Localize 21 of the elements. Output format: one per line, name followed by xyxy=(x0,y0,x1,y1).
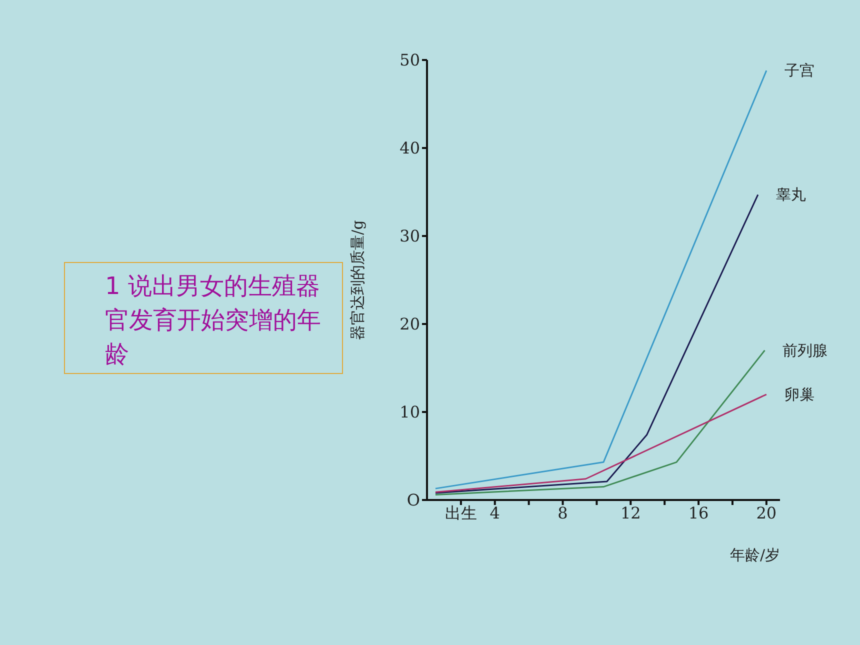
series-label: 睾丸 xyxy=(776,186,806,204)
x-tick-label: 12 xyxy=(620,503,641,522)
y-tick-label: O xyxy=(406,490,420,510)
y-axis-title: 器官达到的质量/g xyxy=(348,220,366,340)
x-axis-title: 年龄/岁 xyxy=(730,546,780,564)
y-tick-label: 40 xyxy=(400,138,420,158)
y-tick-label: 50 xyxy=(400,50,420,70)
x-tick-label: 出生 xyxy=(444,503,477,522)
y-tick-label: 10 xyxy=(400,402,420,422)
text: 1 说出男女的生殖器官发育开始突增的年龄 xyxy=(64,262,343,374)
x-tick-label: 16 xyxy=(688,503,709,522)
x-tick-label: 4 xyxy=(490,503,500,522)
series-label: 子宫 xyxy=(784,62,814,80)
series-label: 前列腺 xyxy=(782,341,828,360)
series-label: 卵巢 xyxy=(784,385,814,404)
line-series xyxy=(434,194,759,494)
y-tick-label: 30 xyxy=(400,226,420,246)
y-tick-label: 20 xyxy=(400,314,420,334)
x-tick-label: 20 xyxy=(756,503,777,522)
x-tick-label: 8 xyxy=(558,503,568,522)
line-series xyxy=(434,350,766,496)
